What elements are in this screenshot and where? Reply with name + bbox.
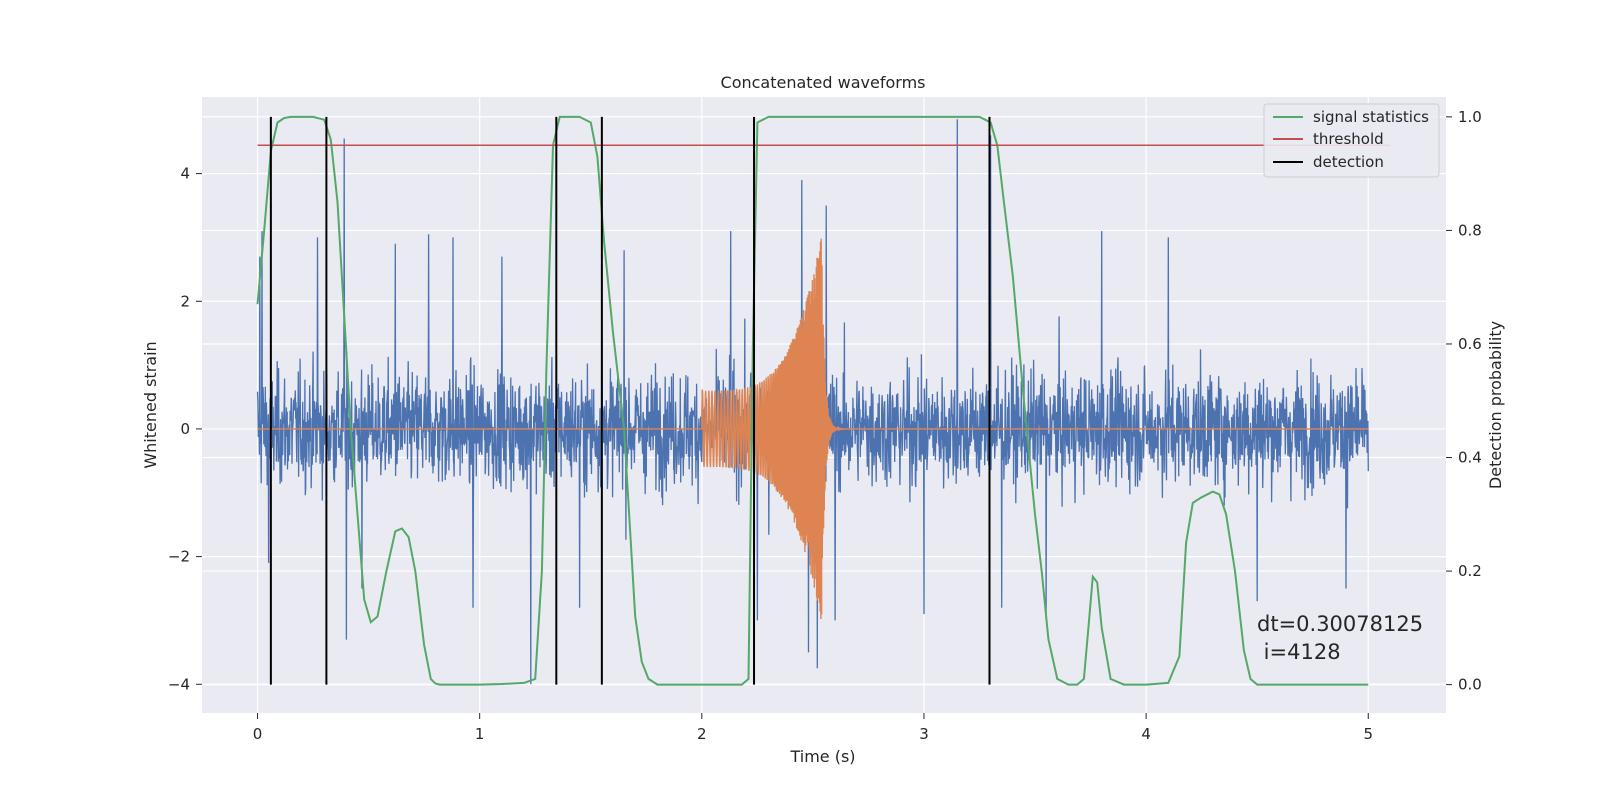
y-tick-label-right: 0.4 — [1458, 449, 1482, 467]
x-tick-label: 0 — [253, 725, 263, 743]
x-axis-label: Time (s) — [789, 747, 855, 766]
injection-line — [257, 238, 1369, 620]
legend-box — [1263, 103, 1440, 178]
x-tick-label: 4 — [1141, 725, 1151, 743]
chart-title: Concatenated waveforms — [721, 73, 926, 92]
x-tick-label: 5 — [1363, 725, 1373, 743]
y-tick-label-left: 2 — [180, 292, 190, 310]
legend-label-detection: detection — [1313, 153, 1384, 171]
annotation-dt: dt=0.30078125 — [1257, 612, 1423, 636]
y-tick-label-right: 1.0 — [1458, 108, 1482, 126]
y-tick-label-right: 0.0 — [1458, 676, 1482, 694]
y-tick-label-left: 4 — [180, 165, 190, 183]
x-tick-label: 3 — [919, 725, 929, 743]
tick-labels: 0 1 2 3 4 5 −4 −2 0 2 4 0.0 0.2 0.4 0.6 0.8 1.0 — [168, 108, 1482, 743]
injection-series-layer — [257, 238, 1369, 620]
annotation-index: i=4128 — [1257, 640, 1341, 664]
legend: signal statistics threshold detection — [1263, 103, 1440, 178]
signal-statistics-line — [256, 115, 1369, 686]
y-tick-label-left: −4 — [168, 675, 190, 693]
y-axis-label-right: Detection probability — [1486, 321, 1505, 489]
y-axis-label-left: Whitened strain — [141, 341, 160, 468]
legend-label-threshold: threshold — [1313, 130, 1384, 148]
y-tick-label-right: 0.8 — [1458, 221, 1482, 239]
x-tick-label: 2 — [697, 725, 707, 743]
y-tick-label-left: 0 — [180, 420, 190, 438]
y-tick-label-right: 0.2 — [1458, 562, 1482, 580]
probability-layer — [256, 115, 1391, 686]
legend-label-signal-statistics: signal statistics — [1313, 108, 1429, 126]
y-tick-label-right: 0.6 — [1458, 335, 1482, 353]
x-tick-label: 1 — [475, 725, 485, 743]
y-tick-label-left: −2 — [168, 548, 190, 566]
